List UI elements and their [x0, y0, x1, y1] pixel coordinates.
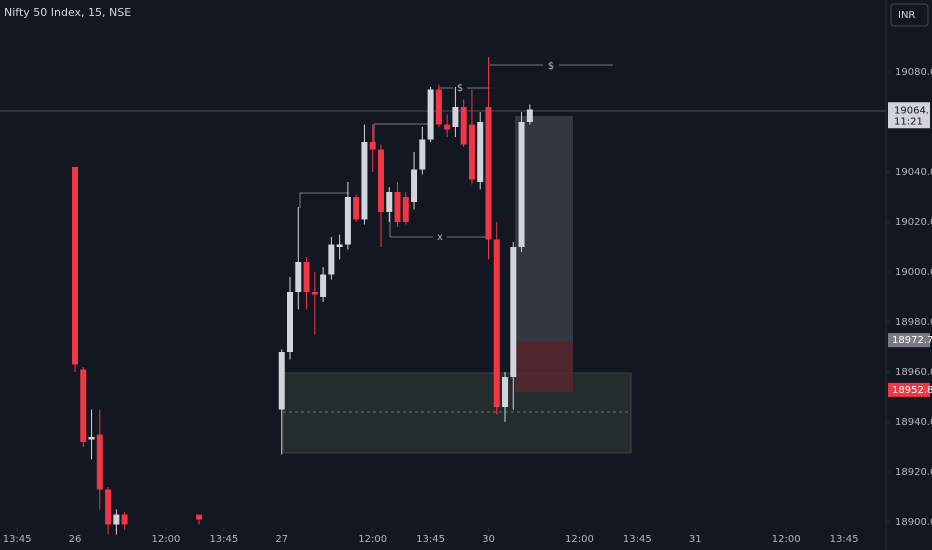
candle-body — [121, 514, 128, 525]
candle-body — [411, 169, 418, 202]
candle-body — [518, 122, 525, 247]
y-tick-label: 18980.00 — [895, 317, 932, 328]
y-tick-label: 19020.00 — [895, 217, 932, 228]
annotation: x — [437, 232, 443, 243]
x-tick-label: 13:45 — [209, 534, 238, 545]
target-box — [515, 116, 573, 342]
label-bg — [453, 81, 467, 95]
y-tick-label: 18960.00 — [895, 367, 932, 378]
x-tick-label: 13:45 — [623, 534, 652, 545]
x-tick-label: 13:45 — [3, 534, 32, 545]
candle-body — [295, 262, 302, 292]
candle-body — [419, 139, 426, 170]
x-tick-label: 13:45 — [830, 534, 859, 545]
candle-body — [452, 107, 459, 127]
drawing-line — [299, 192, 349, 208]
candle-body — [502, 377, 509, 407]
candle-body — [460, 107, 467, 145]
candle-body — [369, 142, 376, 150]
annotation: $ — [548, 61, 554, 72]
currency-button[interactable] — [890, 3, 929, 27]
candle-body — [88, 437, 95, 440]
last-price: 19064.70 — [894, 105, 932, 116]
candle-body — [344, 197, 351, 245]
candle-body — [444, 124, 451, 130]
candle-body — [402, 197, 409, 222]
candle-body — [336, 244, 343, 247]
y-tick-label: 18900.00 — [895, 517, 932, 528]
candle-body — [353, 197, 360, 220]
label-bg — [543, 58, 559, 72]
candle-body — [377, 149, 384, 212]
candle-body — [477, 122, 484, 182]
y-tick-label: 19000.00 — [895, 267, 932, 278]
x-tick-label: 12:00 — [358, 534, 387, 545]
x-tick-label: 13:45 — [416, 534, 445, 545]
candle-body — [113, 514, 120, 525]
candle-body — [80, 369, 87, 442]
y-tick-label: 18940.00 — [895, 417, 932, 428]
candle-body — [427, 89, 434, 140]
x-tick-label: 12:00 — [772, 534, 801, 545]
drawing-line — [373, 123, 431, 143]
y-tick-label: 19080.00 — [895, 67, 932, 78]
candle-body — [386, 192, 393, 212]
x-tick-label: 30 — [482, 534, 495, 545]
candle-body — [435, 89, 442, 125]
price-tag — [888, 382, 930, 397]
annotation: $ — [457, 83, 463, 94]
stop-box — [515, 342, 573, 392]
last-price-time: 11:21 — [894, 116, 923, 127]
x-tick-label: 26 — [69, 534, 82, 545]
candle-body — [303, 262, 310, 292]
candle-body — [493, 239, 500, 407]
y-tick-label: 18920.00 — [895, 467, 932, 478]
candle-body — [510, 247, 517, 377]
candle-body — [287, 292, 294, 352]
candle-body — [361, 142, 368, 220]
candle-body — [105, 489, 112, 525]
price-tag-label: 18972.75 — [892, 335, 932, 346]
currency: INR — [898, 10, 915, 21]
candle-body — [196, 514, 203, 520]
candle-body — [526, 109, 533, 122]
last-price-tag — [888, 102, 930, 129]
price-tag-label: 18952.85 — [892, 385, 932, 396]
price-tag — [888, 333, 930, 348]
zone-box — [282, 372, 632, 454]
candle-body — [328, 244, 335, 275]
candle-body — [468, 124, 475, 180]
candle-body — [394, 192, 401, 222]
chart-title: Nifty 50 Index, 15, NSE — [4, 6, 131, 19]
x-tick-label: 12:00 — [565, 534, 594, 545]
label-bg — [433, 230, 447, 244]
candle-body — [311, 292, 318, 295]
x-tick-label: 31 — [689, 534, 702, 545]
x-tick-label: 27 — [275, 534, 288, 545]
candle-body — [96, 434, 103, 490]
drawing-line — [389, 213, 488, 238]
candle-body — [72, 167, 79, 365]
y-tick-label: 19040.00 — [895, 167, 932, 178]
candle-body — [485, 107, 492, 240]
candle-body — [320, 274, 327, 297]
x-tick-label: 12:00 — [152, 534, 181, 545]
candle-body — [278, 352, 285, 410]
